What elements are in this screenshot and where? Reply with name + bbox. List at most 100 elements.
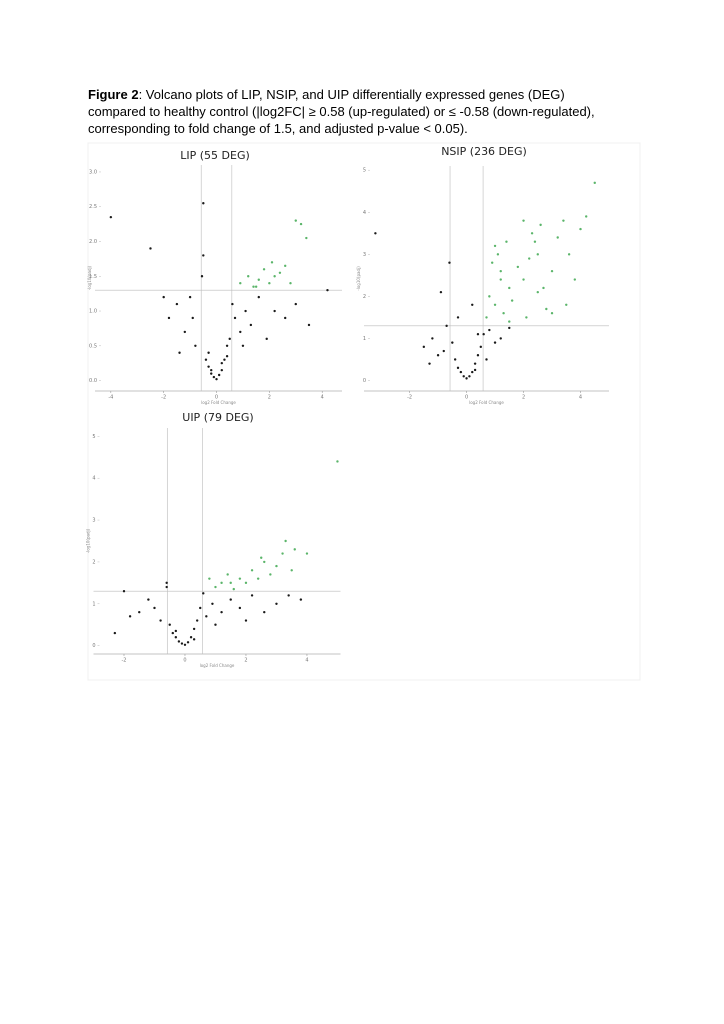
y-tick-label: 5 bbox=[92, 434, 95, 440]
x-tick-label: 2 bbox=[268, 395, 271, 401]
gene-point bbox=[499, 337, 502, 340]
gene-point bbox=[468, 375, 471, 378]
gene-point bbox=[493, 244, 497, 248]
x-tick-label: 0 bbox=[183, 658, 186, 664]
gene-point bbox=[202, 592, 205, 595]
gene-point bbox=[244, 619, 248, 622]
caption-label: Figure 2 bbox=[88, 87, 139, 102]
gene-point bbox=[593, 181, 596, 185]
gene-point bbox=[448, 261, 451, 264]
gene-point bbox=[178, 351, 181, 354]
gene-point bbox=[207, 365, 210, 368]
gene-point bbox=[508, 326, 511, 330]
x-tick-label: 0 bbox=[215, 395, 218, 401]
gene-point bbox=[244, 581, 248, 585]
gene-point bbox=[493, 341, 497, 344]
gene-point bbox=[225, 344, 229, 347]
y-tick-label: 1 bbox=[92, 601, 95, 607]
gene-point bbox=[550, 311, 554, 315]
y-tick-label: 2 bbox=[92, 559, 95, 565]
gene-point bbox=[191, 316, 194, 320]
y-tick-label: 2 bbox=[363, 294, 366, 300]
gene-point bbox=[479, 345, 483, 349]
gene-point bbox=[550, 269, 554, 273]
gene-point bbox=[465, 377, 468, 380]
gene-point bbox=[522, 278, 525, 281]
gene-point bbox=[273, 309, 276, 313]
gene-point bbox=[445, 324, 448, 328]
gene-point bbox=[113, 631, 117, 635]
x-tick-label: 2 bbox=[244, 658, 247, 664]
gene-point bbox=[159, 619, 162, 622]
gene-point bbox=[220, 368, 224, 372]
gene-point bbox=[299, 598, 303, 601]
x-tick-label: -2 bbox=[161, 395, 166, 401]
gene-point bbox=[195, 619, 199, 622]
gene-point bbox=[211, 602, 214, 605]
x-tick-label: 2 bbox=[522, 395, 525, 401]
gene-point bbox=[496, 253, 500, 256]
gene-point bbox=[260, 556, 263, 559]
gene-point bbox=[456, 316, 460, 319]
gene-point bbox=[453, 358, 457, 361]
gene-point bbox=[533, 240, 537, 243]
gene-point bbox=[275, 564, 278, 568]
figure-caption: Figure 2: Volcano plots of LIP, NSIP, an… bbox=[88, 86, 618, 137]
gene-point bbox=[482, 333, 485, 336]
y-axis-label: -log10(padj) bbox=[87, 265, 92, 290]
gene-point bbox=[476, 354, 480, 357]
caption-text: : Volcano plots of LIP, NSIP, and UIP di… bbox=[88, 87, 595, 136]
gene-point bbox=[508, 286, 511, 290]
gene-point bbox=[284, 316, 287, 320]
x-tick-label: -2 bbox=[121, 658, 126, 664]
gene-point bbox=[459, 370, 463, 374]
gene-point bbox=[180, 642, 184, 645]
gene-point bbox=[565, 303, 568, 306]
gene-point bbox=[278, 271, 282, 274]
gene-point bbox=[231, 302, 234, 306]
gene-point bbox=[194, 344, 197, 347]
gene-point bbox=[207, 351, 210, 354]
gene-point bbox=[294, 302, 297, 306]
gene-point bbox=[439, 290, 443, 294]
gene-point bbox=[238, 577, 242, 580]
gene-point bbox=[192, 627, 196, 631]
y-tick-label: 0.5 bbox=[89, 343, 97, 349]
gene-point bbox=[183, 643, 187, 646]
gene-point bbox=[289, 282, 292, 285]
gene-point bbox=[473, 368, 477, 372]
chart-title: LIP (55 DEG) bbox=[180, 149, 250, 162]
gene-point bbox=[223, 358, 226, 361]
gene-point bbox=[174, 636, 178, 639]
gene-point bbox=[232, 587, 235, 591]
gene-point bbox=[374, 232, 377, 235]
gene-point bbox=[305, 552, 309, 555]
gene-point bbox=[476, 333, 480, 336]
gene-point bbox=[192, 638, 196, 641]
y-tick-label: 0.0 bbox=[89, 378, 97, 384]
gene-point bbox=[241, 344, 245, 347]
gene-point bbox=[167, 316, 171, 320]
gene-point bbox=[250, 569, 254, 572]
gene-point bbox=[585, 215, 588, 218]
gene-point bbox=[428, 362, 431, 365]
gene-point bbox=[153, 606, 156, 610]
gene-point bbox=[275, 602, 278, 605]
y-tick-label: 3 bbox=[363, 252, 366, 258]
gene-point bbox=[490, 261, 494, 264]
gene-point bbox=[516, 265, 520, 269]
y-tick-label: 0 bbox=[363, 378, 366, 384]
gene-point bbox=[249, 323, 253, 327]
gene-point bbox=[162, 295, 165, 299]
gene-point bbox=[171, 631, 174, 635]
gene-point bbox=[528, 257, 531, 260]
gene-point bbox=[485, 358, 488, 361]
gene-point bbox=[215, 377, 218, 381]
gene-point bbox=[202, 202, 205, 205]
gene-point bbox=[522, 219, 525, 222]
gene-point bbox=[165, 585, 168, 589]
gene-point bbox=[210, 368, 213, 372]
y-tick-label: 2.5 bbox=[89, 204, 97, 210]
x-tick-label: 0 bbox=[465, 395, 468, 401]
